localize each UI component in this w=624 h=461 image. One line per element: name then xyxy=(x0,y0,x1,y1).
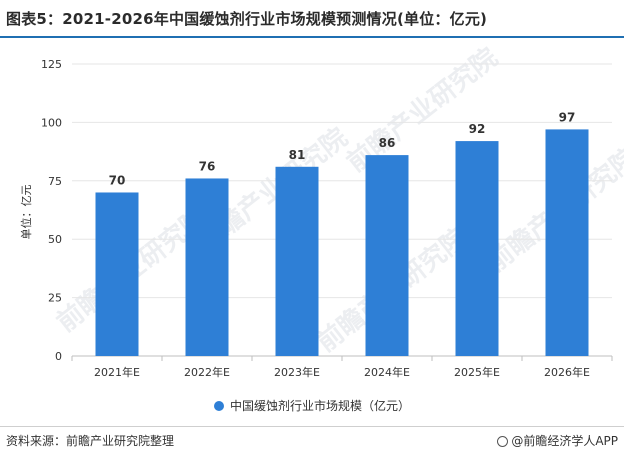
data-label: 86 xyxy=(379,136,396,150)
bar xyxy=(275,166,319,356)
data-label: 76 xyxy=(199,159,216,173)
bar xyxy=(365,155,409,356)
brand-logo-icon xyxy=(497,436,509,447)
data-label: 81 xyxy=(289,148,306,162)
data-label: 70 xyxy=(109,173,126,187)
x-tick-label: 2023年E xyxy=(274,365,320,379)
legend-swatch xyxy=(213,401,224,411)
chart-title: 图表5：2021-2026年中国缓蚀剂行业市场规模预测情况(单位：亿元) xyxy=(6,10,488,28)
x-tick-label: 2022年E xyxy=(184,365,230,379)
bar xyxy=(185,178,229,356)
y-axis-label: 单位：亿元 xyxy=(19,185,33,240)
footer-divider xyxy=(0,426,624,427)
y-tick-label: 25 xyxy=(48,292,62,305)
bar-chart: 70 76 81 86 92 97 2021年E 2022年E 2023年E 2024年E 202… xyxy=(19,58,613,379)
y-tick-label: 125 xyxy=(41,58,62,71)
x-tick-label: 2026年E xyxy=(544,365,590,379)
y-tick-label: 100 xyxy=(41,116,62,129)
bar xyxy=(455,141,499,356)
legend-label: 中国缓蚀剂行业市场规模（亿元） xyxy=(229,399,410,413)
data-label: 92 xyxy=(469,122,486,136)
bar xyxy=(545,129,589,356)
source-note: 资料来源：前瞻产业研究院整理 xyxy=(6,434,175,448)
y-tick-label: 50 xyxy=(48,233,62,246)
x-tick-label: 2025年E xyxy=(454,365,500,379)
brand-text: @前瞻经济学人APP xyxy=(511,434,618,448)
title-divider xyxy=(0,36,624,38)
x-tick-label: 2024年E xyxy=(364,365,410,379)
legend: 中国缓蚀剂行业市场规模（亿元） xyxy=(0,397,624,414)
x-tick-label: 2021年E xyxy=(94,365,140,379)
y-tick-label: 75 xyxy=(48,175,62,188)
bar xyxy=(95,192,139,356)
data-label: 97 xyxy=(559,110,576,124)
y-tick-label: 0 xyxy=(55,350,62,363)
brand-credit: @前瞻经济学人APP xyxy=(497,432,618,449)
